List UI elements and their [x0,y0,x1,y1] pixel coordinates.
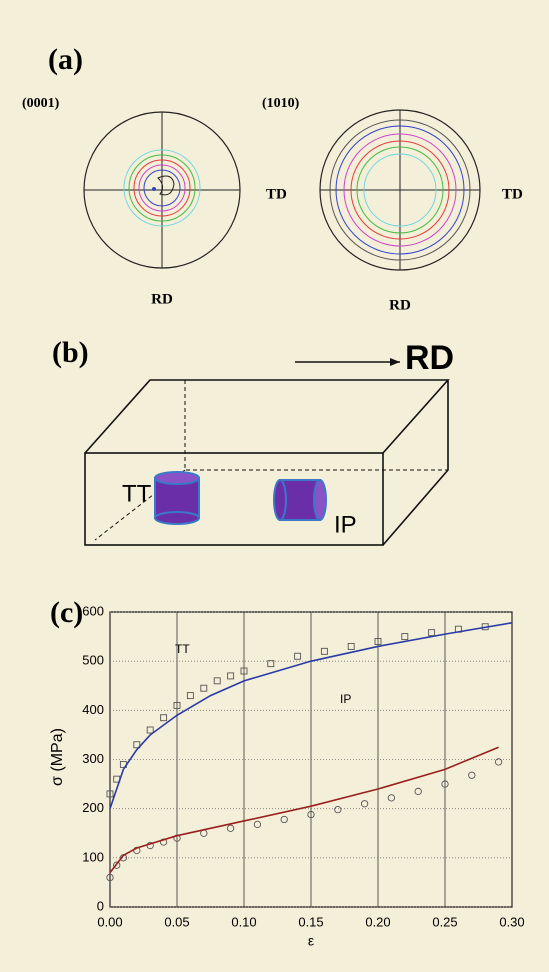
annotation: IP [340,692,351,706]
sample-label: IP [334,511,357,538]
data-point [201,685,207,691]
y-tick-label: 100 [82,849,104,864]
x-tick-label: 0.00 [97,914,122,929]
data-point [187,693,193,699]
y-tick-label: 500 [82,653,104,668]
pole-title: (0001) [22,96,60,111]
axis-label: RD [151,291,173,307]
y-tick-label: 600 [82,603,104,618]
y-tick-label: 300 [82,751,104,766]
data-point [321,648,327,654]
data-point [281,816,287,822]
pole-figure [320,110,480,270]
data-point [161,715,167,721]
data-point [348,643,354,649]
data-point [254,821,260,827]
data-point [495,759,501,765]
x-tick-label: 0.30 [499,914,524,929]
data-point [402,634,408,640]
axis-label: RD [389,297,411,313]
page: {"panel_a": {"label": "(a)", "poles": [{… [0,0,549,972]
annotation: TT [175,642,190,656]
data-point [415,788,421,794]
y-axis-title: σ (MPa) [49,728,66,786]
arrowhead [390,358,400,366]
x-tick-label: 0.10 [231,914,256,929]
data-point [214,678,220,684]
data-point [227,825,233,831]
axis-label: TD [502,186,523,202]
data-point [388,795,394,801]
data-point [429,630,435,636]
data-point [147,727,153,733]
panel-label: (c) [50,596,83,629]
x-tick-label: 0.20 [365,914,390,929]
sample-box [85,380,448,545]
data-point [335,806,341,812]
pole-figure [84,112,240,268]
axis-label: TD [266,186,287,202]
y-tick-label: 200 [82,800,104,815]
fit-line [110,747,499,872]
x-tick-label: 0.25 [432,914,457,929]
panel-label: (a) [48,43,83,76]
data-point [295,653,301,659]
data-point [228,673,234,679]
data-point [361,801,367,807]
x-axis-title: ε [308,933,314,949]
direction-label: RD [405,339,454,377]
plot: 0.00 0.05 0.10 0.15 0.20 0.25 0.30 0 100 200 300 40… [82,603,524,929]
data-point [469,772,475,778]
x-tick-label: 0.15 [298,914,323,929]
cylinder [155,472,326,524]
pole-title: (1010) [262,96,300,111]
sample-label: TT [122,480,152,507]
panel-label: (b) [52,336,89,369]
x-tick-label: 0.05 [164,914,189,929]
figure: (a) (0001) (1010) TD RD TD RD (b) RD [0,0,549,972]
y-tick-label: 0 [97,898,104,913]
y-tick-label: 400 [82,702,104,717]
